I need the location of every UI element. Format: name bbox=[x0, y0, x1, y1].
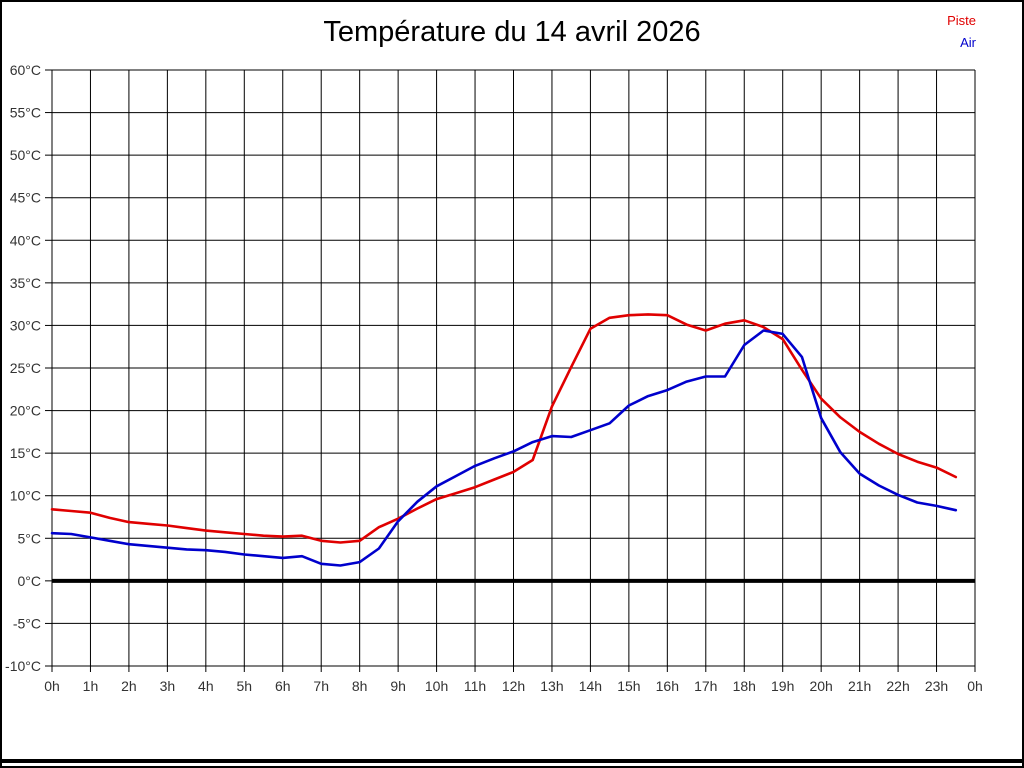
svg-text:5°C: 5°C bbox=[18, 530, 42, 546]
svg-text:13h: 13h bbox=[540, 678, 563, 694]
svg-text:25°C: 25°C bbox=[10, 360, 41, 376]
svg-text:0°C: 0°C bbox=[18, 573, 42, 589]
svg-text:-10°C: -10°C bbox=[5, 658, 41, 674]
svg-text:9h: 9h bbox=[390, 678, 406, 694]
svg-text:60°C: 60°C bbox=[10, 62, 41, 78]
svg-text:12h: 12h bbox=[502, 678, 525, 694]
piste-line bbox=[50, 313, 958, 544]
svg-text:16h: 16h bbox=[656, 678, 679, 694]
svg-text:6h: 6h bbox=[275, 678, 291, 694]
svg-text:-5°C: -5°C bbox=[13, 615, 41, 631]
svg-text:10h: 10h bbox=[425, 678, 448, 694]
grid-lines bbox=[51, 69, 976, 667]
svg-text:7h: 7h bbox=[313, 678, 329, 694]
svg-text:20°C: 20°C bbox=[10, 403, 41, 419]
svg-text:45°C: 45°C bbox=[10, 190, 41, 206]
svg-text:35°C: 35°C bbox=[10, 275, 41, 291]
svg-text:17h: 17h bbox=[694, 678, 717, 694]
svg-text:4h: 4h bbox=[198, 678, 214, 694]
svg-text:8h: 8h bbox=[352, 678, 368, 694]
svg-text:30°C: 30°C bbox=[10, 317, 41, 333]
svg-text:1h: 1h bbox=[83, 678, 99, 694]
svg-text:14h: 14h bbox=[579, 678, 602, 694]
svg-text:55°C: 55°C bbox=[10, 105, 41, 121]
svg-text:23h: 23h bbox=[925, 678, 948, 694]
y-axis-labels: 60°C 55°C 50°C 45°C 40°C 35°C 30°C 25°C 20°C 15°C… bbox=[5, 62, 41, 674]
axis-ticks bbox=[45, 69, 976, 672]
svg-text:3h: 3h bbox=[160, 678, 176, 694]
legend-label-piste: Piste bbox=[947, 13, 976, 28]
air-line bbox=[50, 329, 958, 567]
svg-text:50°C: 50°C bbox=[10, 147, 41, 163]
svg-text:15°C: 15°C bbox=[10, 445, 41, 461]
svg-text:18h: 18h bbox=[733, 678, 756, 694]
x-axis-labels: 0h 1h 2h 3h 4h 5h 6h 7h 8h 9h 10h 11h 12h 13h 14h 15h 16… bbox=[44, 678, 983, 694]
chart-title: Température du 14 avril 2026 bbox=[323, 16, 701, 48]
svg-text:10°C: 10°C bbox=[10, 488, 41, 504]
svg-text:40°C: 40°C bbox=[10, 232, 41, 248]
svg-text:22h: 22h bbox=[886, 678, 909, 694]
svg-text:19h: 19h bbox=[771, 678, 794, 694]
chart-legend: Piste Air bbox=[947, 14, 976, 58]
svg-text:21h: 21h bbox=[848, 678, 871, 694]
svg-text:0h: 0h bbox=[44, 678, 60, 694]
svg-text:15h: 15h bbox=[617, 678, 640, 694]
svg-text:0h: 0h bbox=[967, 678, 983, 694]
svg-text:11h: 11h bbox=[464, 678, 486, 694]
svg-text:2h: 2h bbox=[121, 678, 137, 694]
legend-label-air: Air bbox=[960, 35, 976, 50]
bottom-bar bbox=[2, 759, 1022, 763]
svg-text:5h: 5h bbox=[237, 678, 253, 694]
svg-text:20h: 20h bbox=[809, 678, 832, 694]
